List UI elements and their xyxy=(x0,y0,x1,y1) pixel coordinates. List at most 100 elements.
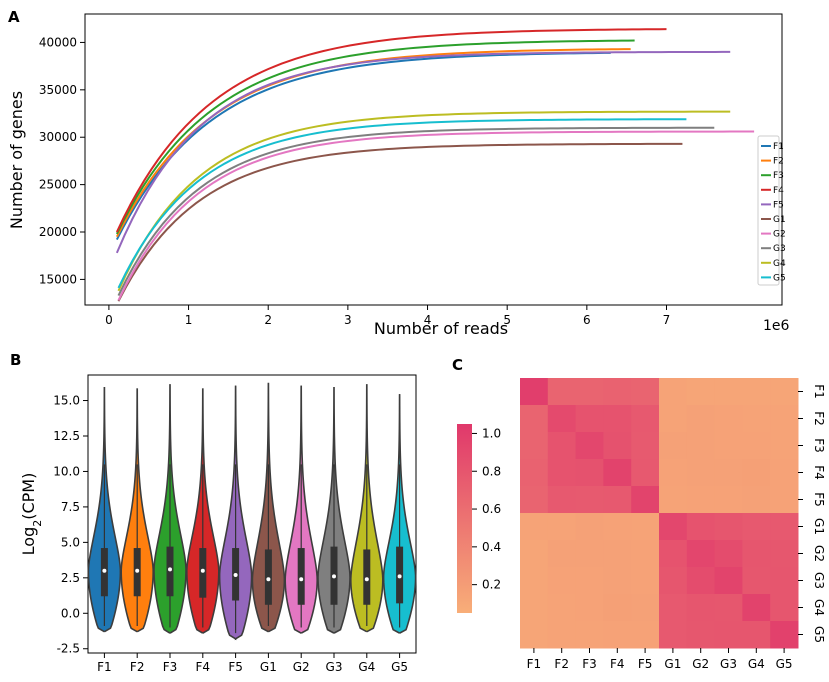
heatmap-cell xyxy=(631,594,660,622)
row-label-g3: G3 xyxy=(812,572,826,589)
heatmap-cell xyxy=(659,459,688,487)
col-label-g3: G3 xyxy=(720,657,737,671)
heatmap-cells xyxy=(520,378,799,649)
heatmap-cell xyxy=(547,594,577,622)
plot-frame-b xyxy=(87,374,417,654)
heatmap-cell xyxy=(770,405,799,433)
heatmap-cell xyxy=(547,486,577,514)
y-tick-label: 30000 xyxy=(39,130,77,144)
heatmap-cell xyxy=(520,621,549,649)
heatmap-cell xyxy=(520,459,549,487)
heatmap-cell xyxy=(686,459,716,487)
y-tick-label: 12.5 xyxy=(53,429,80,443)
heatmap-cell xyxy=(714,432,743,460)
heatmap-cell xyxy=(686,621,716,649)
heatmap-cell xyxy=(603,486,632,514)
heatmap-cell xyxy=(575,540,604,568)
y-tick-label: 10.0 xyxy=(53,464,80,478)
heatmap-cell xyxy=(686,540,716,568)
median-dot-g5 xyxy=(397,574,402,579)
x-tick-label-g3: G3 xyxy=(326,660,343,674)
x-axis-a: 0 1 2 3 4 5 6 7 xyxy=(105,305,670,327)
heatmap-cell xyxy=(575,432,604,460)
heatmap-cell xyxy=(742,459,771,487)
heatmap-cell xyxy=(520,378,549,406)
heatmap-cell xyxy=(575,621,604,649)
median-dot-f2 xyxy=(135,568,140,573)
heatmap-cell xyxy=(770,594,799,622)
x-tick-label-f5: F5 xyxy=(228,660,243,674)
heatmap-cell xyxy=(603,621,632,649)
y-tick-label: 0.0 xyxy=(61,606,80,620)
heatmap-cell xyxy=(770,378,799,406)
row-label-f2: F2 xyxy=(812,411,826,426)
heatmap-cell xyxy=(547,459,577,487)
heatmap-cell xyxy=(686,405,716,433)
series-line-f4 xyxy=(115,28,667,233)
colorbar-tick-label: 0.6 xyxy=(482,502,501,516)
x-tick-label: 7 xyxy=(663,313,671,327)
col-label-f2: F2 xyxy=(554,657,569,671)
plot-frame-a xyxy=(84,13,783,306)
heatmap-col-labels: F1 F2 F3 F4 F5 G1 G2 G3 G4 G5 xyxy=(527,648,793,671)
heatmap-cell xyxy=(631,567,660,595)
heatmap-cell xyxy=(631,621,660,649)
heatmap-cell xyxy=(520,513,549,541)
y-tick-label: 15.0 xyxy=(53,394,80,408)
x-axis-label-a: Number of reads xyxy=(374,319,508,338)
heatmap-cell xyxy=(631,513,660,541)
series-lines xyxy=(115,28,755,302)
col-label-g1: G1 xyxy=(664,657,681,671)
median-dot-f3 xyxy=(168,567,172,572)
heatmap-cell xyxy=(686,567,716,595)
heatmap-cell xyxy=(686,432,716,460)
y-tick-label: 5.0 xyxy=(61,535,80,549)
col-label-g5: G5 xyxy=(776,657,793,671)
heatmap-cell xyxy=(659,594,688,622)
colorbar-tick-label: 0.4 xyxy=(482,540,501,554)
heatmap-cell xyxy=(547,621,577,649)
heatmap-cell xyxy=(659,432,688,460)
x-tick-label: 2 xyxy=(264,313,272,327)
heatmap-cell xyxy=(575,594,604,622)
series-line-g3 xyxy=(117,126,715,296)
heatmap-cell xyxy=(714,459,743,487)
heatmap-cell xyxy=(714,567,743,595)
x-axis-b: F1 F2 F3 F4 F5 G1 G2 G3 G4 G5 xyxy=(97,653,408,674)
heatmap-cell xyxy=(631,459,660,487)
series-line-f2 xyxy=(115,48,631,238)
heatmap-cell xyxy=(603,378,632,406)
heatmap-cell xyxy=(686,594,716,622)
heatmap-cell xyxy=(603,567,632,595)
heatmap-cell xyxy=(686,378,716,406)
heatmap-cell xyxy=(714,621,743,649)
heatmap-cell xyxy=(714,378,743,406)
heatmap-cell xyxy=(603,513,632,541)
legend-label-g1: G1 xyxy=(773,215,786,225)
x-tick-label-g2: G2 xyxy=(293,660,310,674)
heatmap-cell xyxy=(631,432,660,460)
heatmap-cell xyxy=(603,432,632,460)
colorbar-tick-label: 0.8 xyxy=(482,464,501,478)
heatmap-cell xyxy=(659,486,688,514)
col-label-f3: F3 xyxy=(582,657,597,671)
series-line-g4 xyxy=(117,110,731,292)
heatmap-cell xyxy=(603,540,632,568)
x-tick-label-f4: F4 xyxy=(196,660,211,674)
legend-label-f3: F3 xyxy=(773,171,784,181)
x-tick-label-f1: F1 xyxy=(97,660,112,674)
iqr-box-f4 xyxy=(199,548,207,598)
y-tick-label: 15000 xyxy=(39,272,77,286)
heatmap-cell xyxy=(770,459,799,487)
correlation-heatmap: F1 F2 F3 F4 F5 G1 G2 G3 G4 G5 F1 F2 F3 F4 F5 G1 G2 G3 G4 G… xyxy=(457,378,826,671)
heatmap-cell xyxy=(631,486,660,514)
median-dot-f1 xyxy=(102,568,107,573)
heatmap-cell xyxy=(770,432,799,460)
heatmap-cell xyxy=(714,513,743,541)
heatmap-cell xyxy=(520,486,549,514)
heatmap-cell xyxy=(659,405,688,433)
series-line-f1 xyxy=(115,51,611,241)
heatmap-cell xyxy=(770,621,799,649)
